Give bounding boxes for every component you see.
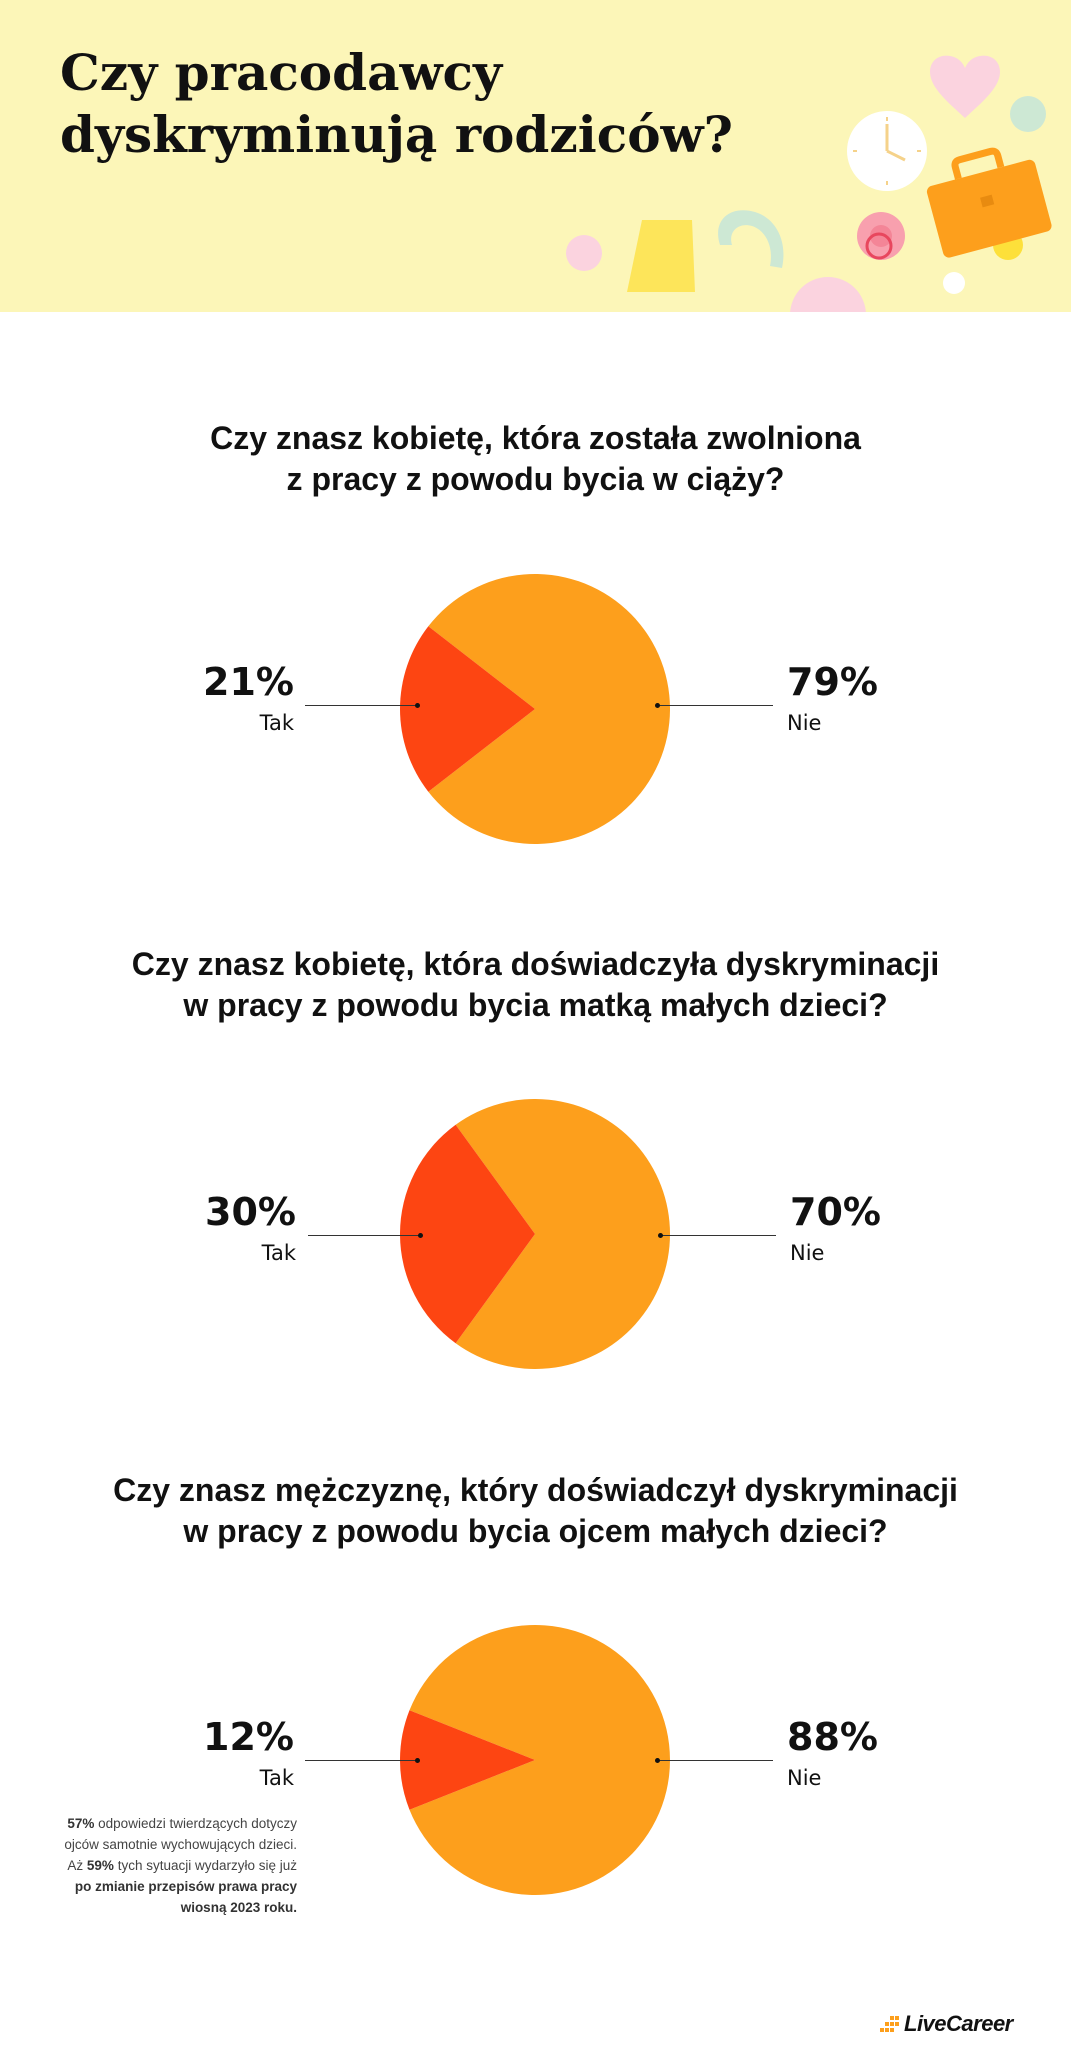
chart-2-title-line1: Czy znasz kobietę, która doświadczyła dy… [131, 946, 940, 982]
header-banner: Czy pracodawcy dyskryminują rodziców? [0, 0, 1071, 312]
pink-half-circle-icon [790, 277, 866, 312]
note-stat-59: 59% [86, 1858, 114, 1873]
chart-1-tak-dot [415, 703, 420, 708]
chart-3-tak-dot [415, 1758, 420, 1763]
pie-chart-2 [400, 1099, 670, 1369]
chart-1-tak-percent: 21% [203, 660, 294, 704]
page-title: Czy pracodawcy dyskryminują rodziców? [60, 43, 733, 164]
chart-2-tak-percent: 30% [205, 1190, 296, 1234]
chart-3-nie-dot [655, 1758, 660, 1763]
briefcase-icon [926, 147, 1052, 258]
note-text-3b: tych sytuacji wydarzyło się już [113, 1858, 297, 1873]
chart-2-nie-percent: 70% [790, 1190, 881, 1234]
note-text-5: wiosną 2023 roku. [180, 1900, 297, 1915]
chart-3-nie-label: Nie [787, 1766, 822, 1790]
pie-1-slice-nie [428, 574, 670, 844]
chart-1-nie-label: Nie [787, 711, 822, 735]
chart-1-nie-percent: 79% [787, 660, 878, 704]
pie-3-slice-tak [400, 1710, 535, 1810]
chart-3-title: Czy znasz mężczyznę, który doświadczył d… [0, 1470, 1071, 1552]
chart-1-title: Czy znasz kobietę, która została zwolnio… [0, 418, 1071, 500]
pie-3-slice-nie [409, 1625, 670, 1895]
chart-1-tak-label: Tak [259, 711, 294, 735]
pie-chart-3 [400, 1625, 670, 1895]
chart-2-nie-dot [658, 1233, 663, 1238]
note-text-4: po zmianie przepisów prawa pracy [74, 1879, 297, 1894]
pie-2-slice-nie [455, 1099, 670, 1369]
chart-2-title: Czy znasz kobietę, która doświadczyła dy… [0, 944, 1071, 1026]
pie-chart-1 [400, 574, 670, 844]
chart-3-title-line2: w pracy z powodu bycia ojcem małych dzie… [183, 1513, 888, 1549]
chart-1-tak-leader [305, 705, 418, 706]
chart-1-title-line1: Czy znasz kobietę, która została zwolnio… [210, 420, 861, 456]
chart-1-title-line2: z pracy z powodu bycia w ciąży? [286, 461, 785, 497]
note-text-3a: Aż [67, 1858, 87, 1873]
note-text-1: odpowiedzi twierdzących dotyczy [94, 1816, 297, 1831]
heart-icon [930, 55, 1000, 118]
livecareer-logo-icon [880, 2016, 899, 2032]
footnote: 57% odpowiedzi twierdzących dotyczy ojcó… [20, 1813, 297, 1918]
chart-1-nie-leader [657, 705, 773, 706]
magnet-icon [718, 210, 784, 268]
chart-3-tak-leader [305, 1760, 418, 1761]
chart-2-title-line2: w pracy z powodu bycia matką małych dzie… [183, 987, 888, 1023]
note-text-2: ojców samotnie wychowujących dzieci. [64, 1837, 297, 1852]
livecareer-logo: LiveCareer [880, 2008, 1040, 2040]
chart-3-nie-leader [657, 1760, 773, 1761]
pink-dot-icon [566, 235, 602, 271]
chart-2-tak-leader [308, 1235, 421, 1236]
header-decoration-icons [566, 55, 1052, 312]
chart-3-title-line1: Czy znasz mężczyznę, który doświadczył d… [113, 1472, 958, 1508]
pie-1-slice-tak [400, 626, 535, 792]
chart-2-tak-label: Tak [261, 1241, 296, 1265]
chart-2-nie-leader [660, 1235, 776, 1236]
mint-dot-icon [1010, 96, 1046, 132]
chart-3-nie-percent: 88% [787, 1715, 878, 1759]
white-dot-icon [943, 272, 965, 294]
shape-icon [627, 220, 695, 292]
logo-text: LiveCareer [904, 2011, 1013, 2036]
chart-3-tak-percent: 12% [203, 1715, 294, 1759]
note-stat-57: 57% [67, 1816, 95, 1831]
chart-1-nie-dot [655, 703, 660, 708]
chart-2-tak-dot [418, 1233, 423, 1238]
pie-2-slice-tak [400, 1124, 535, 1344]
chart-3-tak-label: Tak [259, 1766, 294, 1790]
chart-2-nie-label: Nie [790, 1241, 825, 1265]
